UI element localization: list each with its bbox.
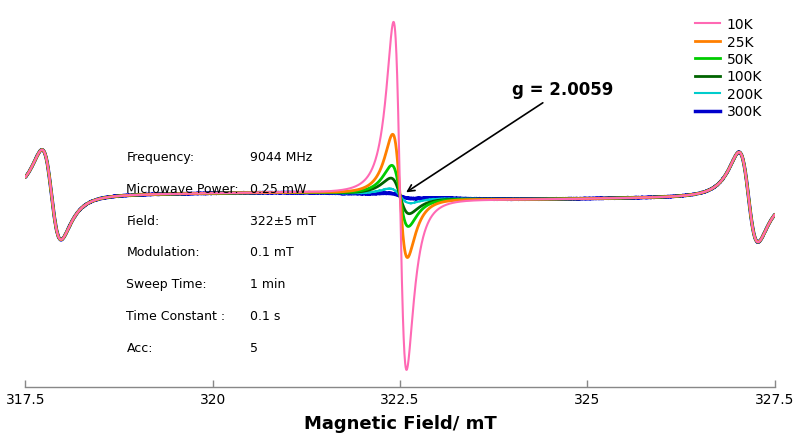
10K: [21, 175, 30, 180]
200K: [308, 191, 318, 196]
200K: [754, 240, 763, 245]
200K: [756, 238, 766, 243]
100K: [341, 191, 350, 196]
25K: [388, 132, 398, 138]
300K: [341, 191, 350, 197]
300K: [770, 212, 779, 218]
Legend: 10K, 25K, 50K, 100K, 200K, 300K: 10K, 25K, 50K, 100K, 200K, 300K: [690, 12, 768, 125]
Text: Field:: Field:: [126, 214, 160, 227]
300K: [674, 194, 684, 199]
100K: [38, 148, 47, 153]
100K: [106, 195, 116, 200]
Text: 322±5 mT: 322±5 mT: [250, 214, 316, 227]
X-axis label: Magnetic Field/ mT: Magnetic Field/ mT: [304, 414, 497, 432]
25K: [308, 190, 318, 195]
100K: [21, 175, 30, 180]
Text: 0.25 mW: 0.25 mW: [250, 182, 306, 195]
25K: [106, 195, 115, 200]
300K: [754, 240, 763, 245]
50K: [770, 212, 779, 218]
200K: [21, 175, 30, 180]
Text: Modulation:: Modulation:: [126, 246, 200, 259]
50K: [341, 190, 350, 195]
100K: [754, 240, 763, 245]
Text: 1 min: 1 min: [250, 277, 286, 290]
Text: 0.1 mT: 0.1 mT: [250, 246, 294, 259]
Text: 0.1 s: 0.1 s: [250, 309, 281, 322]
Text: Frequency:: Frequency:: [126, 151, 194, 164]
10K: [770, 212, 779, 218]
25K: [21, 175, 30, 180]
25K: [150, 192, 160, 198]
Line: 50K: 50K: [26, 150, 774, 243]
200K: [341, 191, 350, 196]
10K: [150, 192, 160, 198]
200K: [674, 194, 684, 199]
Text: Sweep Time:: Sweep Time:: [126, 277, 207, 290]
Line: 10K: 10K: [26, 23, 774, 370]
100K: [674, 194, 684, 199]
Text: Microwave Power:: Microwave Power:: [126, 182, 239, 195]
10K: [106, 195, 115, 200]
100K: [756, 238, 766, 243]
100K: [770, 212, 779, 218]
50K: [754, 240, 763, 245]
10K: [675, 194, 685, 199]
Line: 200K: 200K: [26, 150, 774, 243]
Line: 25K: 25K: [26, 135, 774, 258]
10K: [756, 238, 766, 243]
Line: 300K: 300K: [26, 150, 774, 243]
Text: 5: 5: [250, 341, 258, 354]
Text: g = 2.0059: g = 2.0059: [408, 81, 614, 192]
10K: [308, 190, 318, 195]
50K: [674, 194, 684, 199]
200K: [106, 194, 116, 200]
300K: [756, 238, 766, 243]
300K: [308, 191, 318, 196]
50K: [756, 238, 766, 243]
50K: [106, 195, 116, 200]
300K: [21, 175, 30, 180]
10K: [340, 187, 350, 193]
25K: [756, 238, 766, 243]
50K: [308, 191, 318, 196]
25K: [402, 255, 412, 261]
200K: [770, 212, 779, 218]
Text: 9044 MHz: 9044 MHz: [250, 151, 312, 164]
25K: [340, 189, 350, 194]
300K: [38, 148, 47, 153]
Line: 100K: 100K: [26, 150, 774, 243]
50K: [150, 192, 160, 198]
25K: [770, 212, 779, 218]
Text: Time Constant :: Time Constant :: [126, 309, 226, 322]
200K: [38, 148, 47, 153]
300K: [106, 195, 116, 200]
50K: [21, 175, 30, 180]
Text: Acc:: Acc:: [126, 341, 153, 354]
300K: [150, 192, 160, 198]
100K: [308, 191, 318, 196]
50K: [38, 148, 47, 153]
100K: [150, 192, 160, 198]
10K: [389, 20, 398, 25]
10K: [402, 367, 411, 373]
25K: [675, 194, 685, 199]
200K: [150, 192, 160, 198]
